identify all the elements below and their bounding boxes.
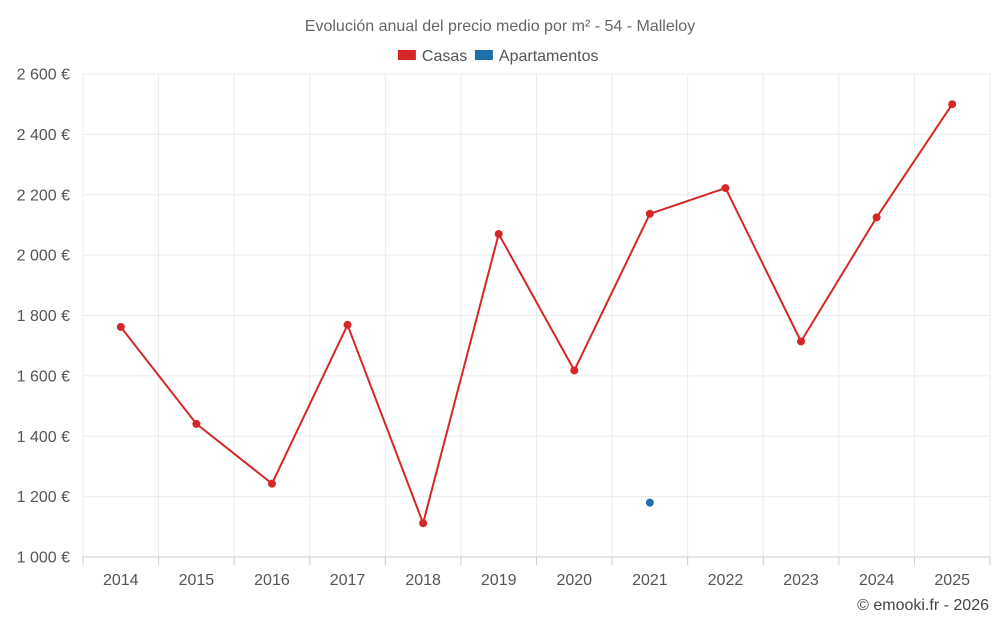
y-tick-label: 2 400 € <box>17 127 70 144</box>
x-tick-label: 2021 <box>632 572 668 589</box>
y-tick-label: 1 400 € <box>17 429 70 446</box>
data-point-casas[interactable] <box>721 184 730 193</box>
series-apartamentos <box>645 498 654 507</box>
data-point-casas[interactable] <box>797 337 806 346</box>
x-tick-label: 2022 <box>708 572 744 589</box>
data-point-casas[interactable] <box>267 479 276 488</box>
x-tick-label: 2017 <box>330 572 366 589</box>
y-tick-label: 1 800 € <box>17 308 70 325</box>
grid-layer <box>82 73 991 558</box>
y-tick-label: 2 600 € <box>17 67 70 84</box>
data-point-casas[interactable] <box>872 213 881 222</box>
series-line-casas <box>120 103 954 525</box>
x-tick-label: 2020 <box>556 572 592 589</box>
x-tick-label: 2015 <box>179 572 215 589</box>
data-point-casas[interactable] <box>343 320 352 329</box>
data-point-casas[interactable] <box>494 229 503 238</box>
y-tick-label: 1 200 € <box>17 489 70 506</box>
data-point-apartamentos[interactable] <box>645 498 654 507</box>
axis-layer: 1 000 € 1 200 € 1 400 € 1 600 € 1 800 € 2 000… <box>17 67 991 589</box>
credit-text: © emooki.fr - 2026 <box>857 597 989 614</box>
data-point-casas[interactable] <box>192 419 201 428</box>
y-tick-label: 1 600 € <box>17 368 70 385</box>
series-casas <box>116 100 957 528</box>
x-tick-label: 2016 <box>254 572 290 589</box>
x-tick-label: 2025 <box>934 572 970 589</box>
x-tick-label: 2018 <box>405 572 441 589</box>
series-layer <box>116 100 957 528</box>
x-tick-label: 2014 <box>103 572 139 589</box>
data-point-casas[interactable] <box>116 322 125 331</box>
x-tick-label: 2024 <box>859 572 895 589</box>
data-point-casas[interactable] <box>645 209 654 218</box>
x-tick-label: 2019 <box>481 572 517 589</box>
chart-title: Evolución anual del precio medio por m² … <box>305 18 695 35</box>
y-tick-label: 2 000 € <box>17 248 70 265</box>
legend-item-apartamentos[interactable]: Apartamentos <box>474 48 599 65</box>
legend-swatch <box>397 50 416 60</box>
legend-item-casas[interactable]: Casas <box>397 48 467 65</box>
data-point-casas[interactable] <box>419 519 428 528</box>
data-point-casas[interactable] <box>948 100 957 109</box>
y-tick-label: 1 000 € <box>17 550 70 567</box>
legend-swatch <box>474 50 493 60</box>
y-tick-label: 2 200 € <box>17 187 70 204</box>
data-point-casas[interactable] <box>570 366 579 375</box>
x-tick-label: 2023 <box>783 572 819 589</box>
legend-label: Casas <box>422 48 467 65</box>
legend[interactable]: Casas Apartamentos <box>397 48 599 65</box>
legend-label: Apartamentos <box>499 48 599 65</box>
